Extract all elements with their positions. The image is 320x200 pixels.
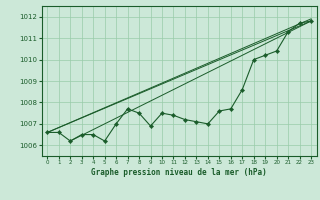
X-axis label: Graphe pression niveau de la mer (hPa): Graphe pression niveau de la mer (hPa) — [91, 168, 267, 177]
